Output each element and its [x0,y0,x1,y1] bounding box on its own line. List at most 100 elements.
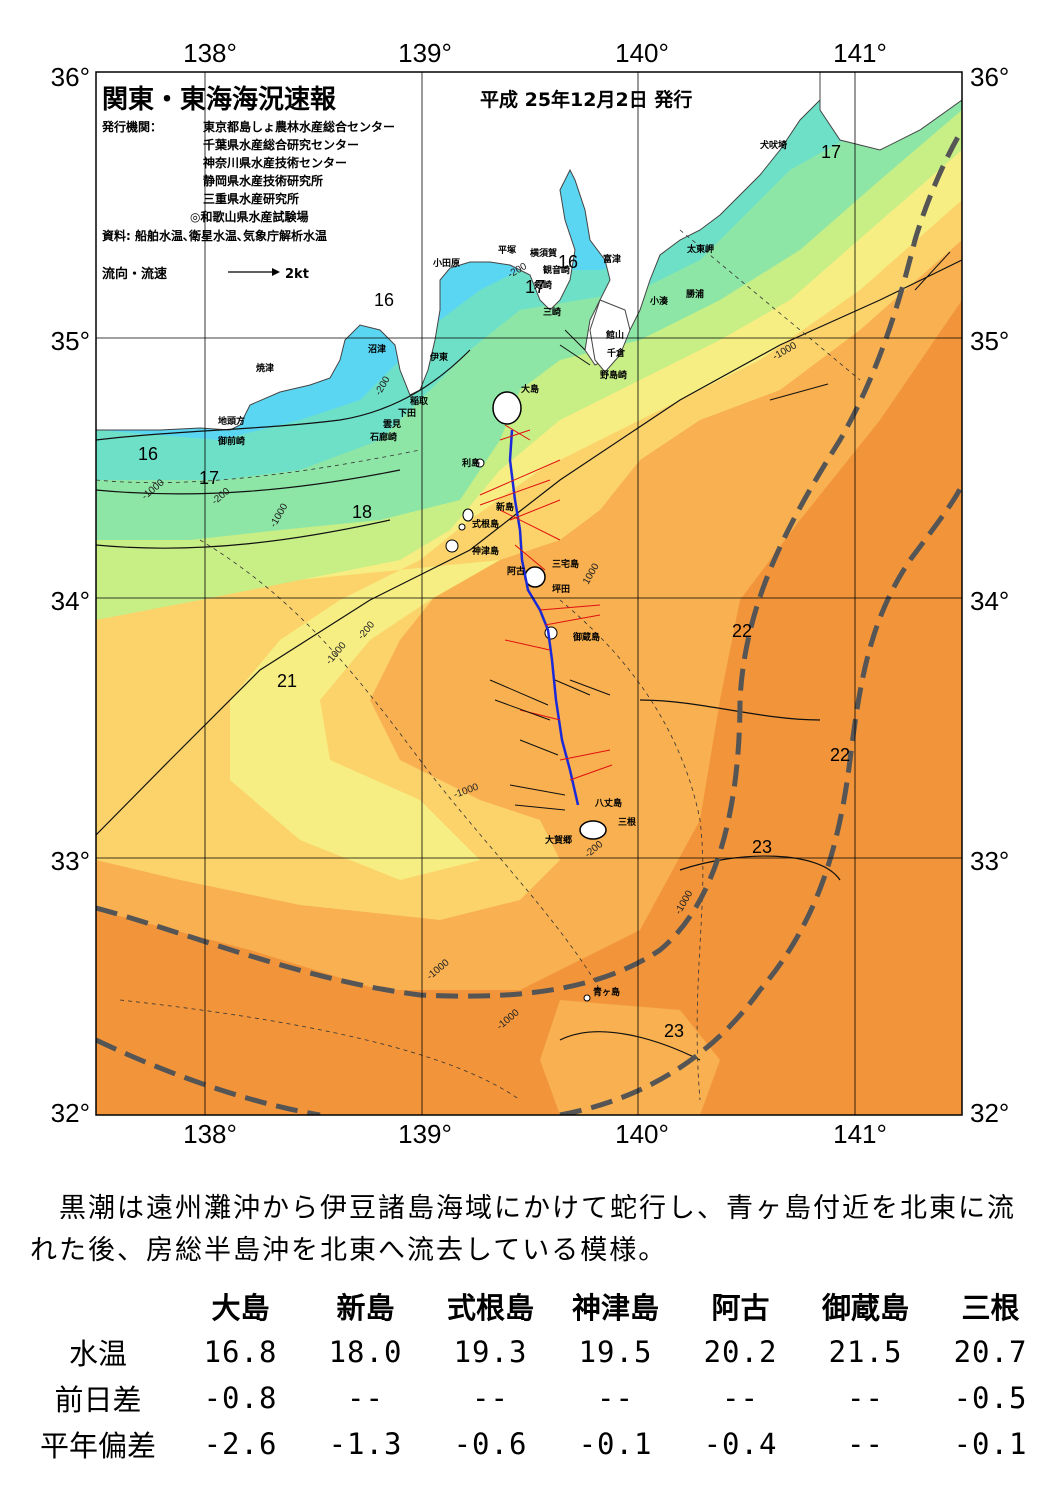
lon-tick: 140° [615,38,669,68]
map-frame [95,71,963,1116]
sst-map: 138° 139° 140° 141° 138° 139° 140° 141° … [51,38,1010,1149]
lon-tick: 140° [615,1119,669,1149]
isotherm-label: 17 [199,468,219,488]
table-cell: -0.1 [953,1427,1028,1461]
table-cell: 19.3 [453,1335,528,1369]
lat-tick: 34° [970,586,1009,616]
lat-tick: 35° [970,326,1009,356]
column-header: 阿古 [711,1291,770,1325]
lat-tick: 34° [51,586,90,616]
island-oshima [492,391,522,425]
table-header-row: 大島 新島 式根島 神津島 阿古 御蔵島 三根 [18,1283,1053,1329]
place-label: 剣崎 [533,279,552,291]
place-label: 勝浦 [686,288,704,300]
table-cell: 18.0 [328,1335,403,1369]
issuer: 千葉県水産総合研究センター [203,137,359,152]
isotherm-label: 23 [752,837,772,857]
issuer: 三重県水産研究所 [203,191,299,206]
isotherm-label: 17 [525,277,545,297]
table-cell: -- [347,1381,384,1415]
isotherm-label: 16 [374,290,394,310]
place-label: 野島崎 [600,369,627,381]
isotherm-label: 18 [352,502,372,522]
table-cell: -- [847,1427,884,1461]
lon-tick: 138° [183,1119,237,1149]
isotherm-label: 22 [830,745,850,765]
table-cell: 21.5 [828,1335,903,1369]
place-label: 地頭方 [218,415,245,427]
place-label: 観音崎 [543,264,570,276]
isotherm-label: 17 [821,142,841,162]
kuroshio-axis [96,128,962,1115]
row-label: 平年偏差 [39,1429,156,1463]
place-label: 利島 [461,457,480,469]
legend-label: 流向・流速 [102,266,167,282]
place-label: 御蔵島 [572,631,600,643]
issuer: 静岡県水産技術研究所 [203,173,323,188]
map-header: 関東・東海海況速報 平成 25年12月2日 発行 発行機関： 東京都島しょ農林水… [101,85,692,282]
isotherm-label: 16 [138,444,158,464]
land-boso-tip [589,299,631,373]
table-cell: -0.4 [703,1427,778,1461]
table-cell: -1.3 [328,1427,403,1461]
table-cell: -0.5 [953,1381,1028,1415]
land-kanto-tokai [96,72,821,431]
land-choshi [819,72,962,151]
island-niijima [462,508,474,522]
temperature-table: 大島 新島 式根島 神津島 阿古 御蔵島 三根 水温 16.8 18.0 19.… [18,1283,1053,1467]
table-row: 前日差 -0.8 -- -- -- -- -- -0.5 [18,1375,1053,1421]
place-label: 大島 [521,383,539,395]
place-label: 沼津 [368,343,386,355]
map-title: 関東・東海海況速報 [102,85,337,115]
grid [96,72,962,1115]
table-cell: 20.2 [703,1335,778,1369]
table-row: 水温 16.8 18.0 19.3 19.5 20.2 21.5 20.7 [18,1329,1053,1375]
column-header: 神津島 [571,1291,659,1325]
row-label: 水温 [68,1337,127,1371]
issuer: 神奈川県水産技術センター [203,155,347,170]
isotherm-lines [96,259,962,1061]
place-label: 小田原 [432,257,460,269]
issuer-label: 発行機関： [101,119,162,134]
place-label: 太東岬 [686,243,714,255]
lon-tick: 138° [183,38,237,68]
place-label: 石廊崎 [369,431,397,443]
place-label: 阿古 [507,565,525,577]
sea-surface-temperature-field [96,72,962,1115]
table-cell: -0.8 [203,1381,278,1415]
column-header: 三根 [961,1291,1020,1325]
legend-arrowhead [272,268,280,276]
place-label: 館山 [605,329,624,341]
place-label: 神津島 [472,545,499,557]
place-label: 坪田 [552,583,570,595]
isotherm-label: 21 [277,671,297,691]
row-label: 前日差 [54,1383,142,1417]
place-label: 焼津 [256,362,274,374]
kuroshio-summary: 黒潮は遠州灘沖から伊豆諸島海域にかけて蛇行し、青ヶ島付近を北東に流れた後、房総半… [30,1193,1016,1266]
place-label: 三宅島 [552,558,579,570]
lat-tick: 32° [51,1098,90,1128]
lat-tick: 35° [51,326,90,356]
place-label: 富津 [603,253,621,265]
table-cell: -0.1 [578,1427,653,1461]
lon-tick: 139° [398,38,452,68]
data-source: 資料: 船舶水温､衛星水温､気象庁解析水温 [102,228,327,243]
table-cell: 19.5 [578,1335,653,1369]
lon-ticks-bottom: 138° 139° 140° 141° [183,1119,887,1149]
lon-tick: 139° [398,1119,452,1149]
table-cell: -- [472,1381,509,1415]
legend-value: 2kt [285,267,309,282]
table-corner [18,1283,178,1329]
place-label: 八丈島 [594,797,622,809]
lon-ticks-top: 138° 139° 140° 141° [183,38,887,68]
isotherm-labels: 16 17 18 21 22 22 23 23 16 17 16 17 [138,142,850,1041]
table-cell: 16.8 [203,1335,278,1369]
isotherm-label: 16 [558,252,578,272]
lat-tick: 36° [970,62,1009,92]
lat-tick: 36° [51,62,90,92]
zone-22b [540,1000,720,1115]
lat-tick: 33° [970,846,1009,876]
island-hachijojima [579,820,607,840]
place-label: 平塚 [498,244,516,256]
table-cell: -- [722,1381,759,1415]
